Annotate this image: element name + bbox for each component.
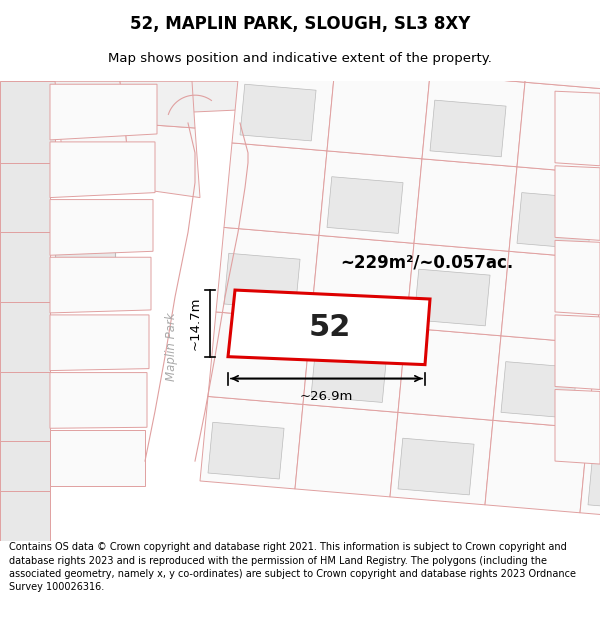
Polygon shape	[50, 315, 149, 371]
Polygon shape	[390, 412, 493, 505]
Polygon shape	[414, 159, 517, 251]
Polygon shape	[525, 0, 600, 90]
Polygon shape	[216, 228, 319, 320]
Text: Map shows position and indicative extent of the property.: Map shows position and indicative extent…	[108, 52, 492, 65]
Polygon shape	[390, 81, 500, 113]
Polygon shape	[240, 84, 316, 141]
Polygon shape	[280, 81, 390, 108]
Polygon shape	[501, 362, 577, 418]
Polygon shape	[414, 269, 490, 326]
Text: 52, MAPLIN PARK, SLOUGH, SL3 8XY: 52, MAPLIN PARK, SLOUGH, SL3 8XY	[130, 16, 470, 33]
Polygon shape	[50, 142, 155, 198]
Polygon shape	[295, 404, 398, 497]
Polygon shape	[303, 320, 406, 412]
Polygon shape	[588, 344, 600, 436]
Polygon shape	[327, 66, 430, 159]
Polygon shape	[311, 346, 387, 403]
Polygon shape	[517, 82, 600, 175]
Polygon shape	[0, 162, 50, 232]
Polygon shape	[125, 123, 200, 198]
Text: ~26.9m: ~26.9m	[300, 391, 353, 404]
Text: Contains OS data © Crown copyright and database right 2021. This information is : Contains OS data © Crown copyright and d…	[9, 542, 576, 592]
Polygon shape	[0, 232, 50, 302]
Polygon shape	[398, 328, 501, 420]
Polygon shape	[240, 0, 343, 66]
Polygon shape	[60, 123, 130, 192]
Polygon shape	[588, 454, 600, 511]
Polygon shape	[50, 258, 151, 313]
Polygon shape	[319, 151, 422, 243]
Polygon shape	[232, 58, 335, 151]
Polygon shape	[517, 192, 593, 249]
Polygon shape	[170, 81, 280, 113]
Text: ~14.7m: ~14.7m	[189, 297, 202, 350]
Text: ~229m²/~0.057ac.: ~229m²/~0.057ac.	[340, 253, 513, 271]
Polygon shape	[580, 428, 600, 521]
Polygon shape	[120, 81, 195, 128]
Polygon shape	[228, 290, 430, 364]
Polygon shape	[555, 389, 600, 464]
Polygon shape	[406, 243, 509, 336]
Polygon shape	[0, 372, 50, 441]
Polygon shape	[224, 143, 327, 236]
Polygon shape	[493, 336, 596, 428]
Polygon shape	[422, 74, 525, 167]
Polygon shape	[311, 236, 414, 328]
Polygon shape	[398, 438, 474, 495]
Polygon shape	[55, 202, 115, 262]
Polygon shape	[555, 91, 600, 166]
Polygon shape	[327, 177, 403, 233]
Polygon shape	[0, 302, 50, 372]
Polygon shape	[430, 0, 533, 82]
Polygon shape	[0, 81, 55, 162]
Polygon shape	[335, 0, 438, 74]
Polygon shape	[50, 430, 145, 486]
Polygon shape	[224, 253, 300, 310]
Polygon shape	[500, 81, 600, 123]
Polygon shape	[208, 312, 311, 404]
Polygon shape	[501, 251, 600, 344]
Polygon shape	[555, 241, 600, 315]
Polygon shape	[596, 259, 600, 352]
Polygon shape	[509, 167, 600, 259]
Polygon shape	[60, 81, 170, 123]
Polygon shape	[50, 199, 153, 255]
Polygon shape	[50, 372, 147, 428]
Text: 52: 52	[308, 313, 350, 342]
Polygon shape	[485, 420, 588, 512]
Polygon shape	[200, 396, 303, 489]
Text: Maplin Park: Maplin Park	[166, 312, 179, 381]
Polygon shape	[208, 422, 284, 479]
Polygon shape	[555, 315, 600, 389]
Polygon shape	[430, 100, 506, 157]
Polygon shape	[50, 84, 157, 140]
Polygon shape	[55, 81, 125, 128]
Polygon shape	[555, 166, 600, 241]
Polygon shape	[0, 441, 50, 491]
Polygon shape	[0, 491, 50, 541]
